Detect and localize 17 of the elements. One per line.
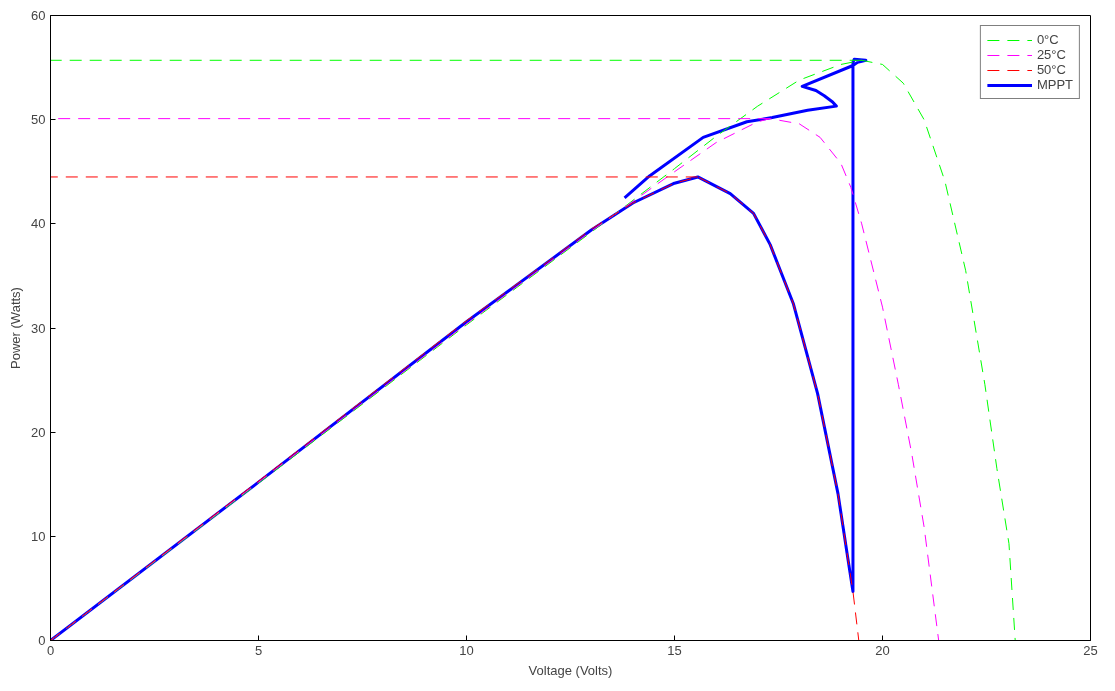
legend-label: 0°C	[1036, 32, 1059, 47]
y-tick-label: 10	[31, 528, 46, 544]
y-tick-label: 40	[31, 216, 46, 232]
x-tick-label: 20	[875, 642, 890, 658]
x-tick-label: 10	[459, 642, 474, 658]
y-tick-label: 20	[31, 424, 46, 440]
legend-label: 25°C	[1036, 47, 1066, 62]
legend-label: 50°C	[1036, 62, 1066, 77]
x-tick-label: 15	[667, 642, 682, 658]
legend-label: MPPT	[1036, 77, 1073, 92]
y-tick-label: 60	[31, 8, 46, 23]
y-tick-label: 30	[31, 320, 46, 336]
x-axis-title: Voltage (Volts)	[528, 662, 613, 678]
y-tick-label: 50	[31, 112, 46, 128]
y-axis-title: Power (Watts)	[8, 287, 24, 369]
x-tick-label: 5	[254, 642, 263, 658]
x-tick-label: 25	[1083, 642, 1098, 658]
